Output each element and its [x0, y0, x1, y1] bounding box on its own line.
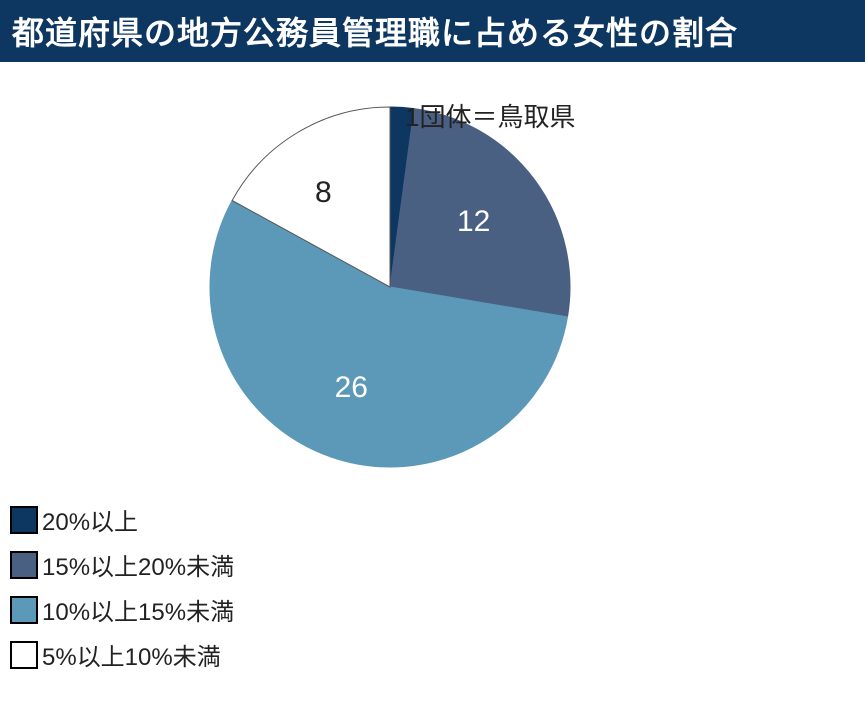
legend-item-10to15: 10%以上15%未満 [10, 592, 865, 627]
chart-title: 都道府県の地方公務員管理職に占める女性の割合 [0, 0, 865, 62]
legend-swatch [10, 596, 38, 624]
pie-chart-area: 1団体＝鳥取県 12 26 8 [0, 62, 865, 492]
slice-annotation: 1団体＝鳥取県 [405, 97, 575, 134]
legend-label: 20%以上 [42, 502, 138, 537]
slice-label-5to10: 8 [315, 176, 332, 210]
legend-label: 10%以上15%未満 [42, 592, 234, 627]
legend-swatch [10, 551, 38, 579]
legend-item-15to20: 15%以上20%未満 [10, 547, 865, 582]
legend-swatch [10, 641, 38, 669]
legend: 20%以上 15%以上20%未満 10%以上15%未満 5%以上10%未満 [10, 502, 865, 672]
legend-item-ge20: 20%以上 [10, 502, 865, 537]
legend-label: 15%以上20%未満 [42, 547, 234, 582]
legend-item-5to10: 5%以上10%未満 [10, 637, 865, 672]
legend-label: 5%以上10%未満 [42, 637, 221, 672]
legend-swatch [10, 506, 38, 534]
slice-label-15to20: 12 [457, 205, 490, 239]
slice-label-10to15: 26 [335, 371, 368, 405]
